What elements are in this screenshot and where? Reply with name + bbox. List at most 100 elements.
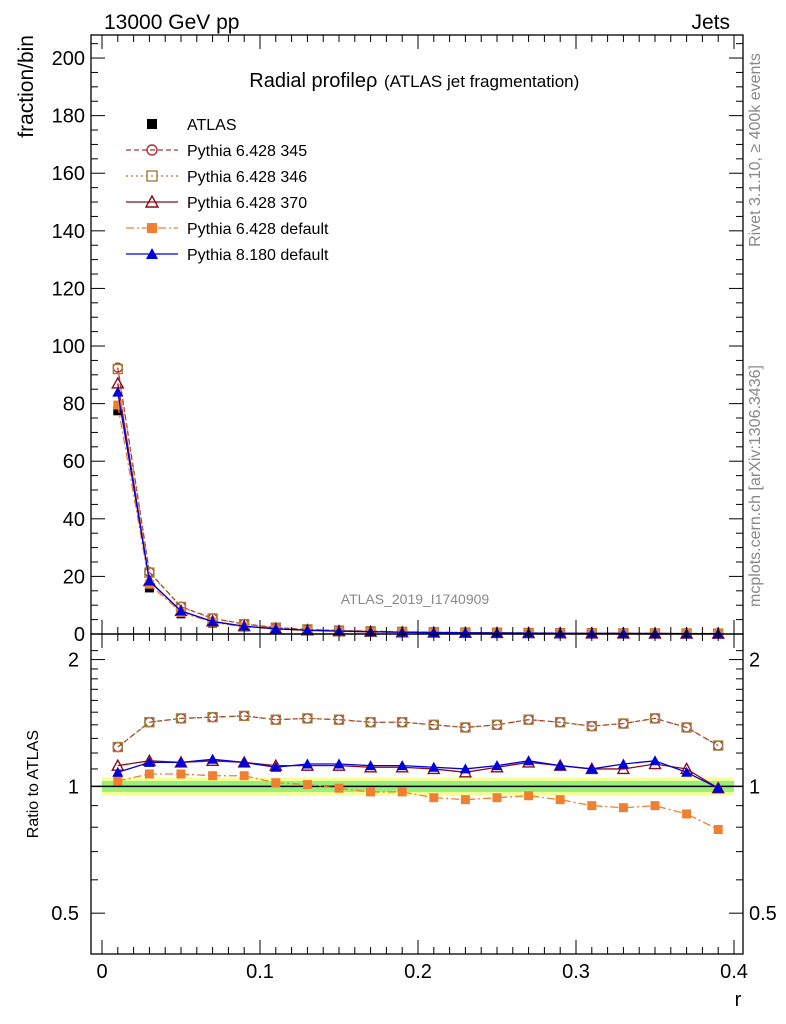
- main-axis-ticks: 0 20 40 60 80 100 120 140 160 180 200: [52, 35, 743, 646]
- legend-marker: [146, 248, 158, 259]
- x-axis-label: r: [735, 989, 742, 1011]
- ratio-series-line: [117, 715, 719, 748]
- ratio-series-1: [112, 710, 724, 753]
- ratio-data-point: [397, 787, 407, 797]
- ratio-data-point: [460, 795, 470, 805]
- ratio-data-point: [396, 760, 408, 771]
- header-left-label: 13000 GeV pp: [104, 11, 239, 34]
- legend-label: ATLAS: [187, 117, 237, 134]
- ratio-data-point: [712, 782, 724, 793]
- legend-entry-2: Pythia 6.428 346: [126, 169, 307, 186]
- ratio-data-layer: [111, 710, 725, 834]
- legend-label: Pythia 6.428 370: [187, 195, 307, 212]
- main-data-point: [238, 620, 250, 631]
- ratio-axis-ticks: 0.5 0.5 1 1 2 2 0 0.1 0.2 0.3 0.4: [51, 634, 777, 983]
- chart-title-symbol: ρ: [366, 70, 377, 92]
- legend-label: Pythia 8.180 default: [187, 247, 329, 264]
- ratio-data-point: [554, 760, 566, 771]
- ratio-y-tick-label-right: 0.5: [749, 903, 777, 925]
- ratio-data-point: [207, 711, 218, 723]
- rivet-version-label: Rivet 3.1.10, ≥ 400k events: [747, 53, 764, 247]
- x-tick-label: 0.4: [720, 961, 748, 983]
- ratio-data-point: [492, 793, 502, 803]
- ratio-data-point: [366, 787, 376, 797]
- ratio-data-point: [428, 761, 440, 772]
- ratio-data-point: [334, 783, 344, 793]
- ratio-frame: [90, 633, 744, 955]
- ratio-data-point: [113, 776, 123, 786]
- ratio-y-axis-label: Ratio to ATLAS: [25, 730, 42, 838]
- ratio-data-point: [175, 713, 187, 724]
- main-y-tick-label: 80: [63, 394, 85, 416]
- legend-entry-5: Pythia 8.180 default: [126, 247, 329, 264]
- ratio-series-line: [117, 715, 719, 748]
- x-tick-label: 0.2: [404, 961, 432, 983]
- main-y-tick-label: 120: [52, 278, 85, 300]
- legend-label: Pythia 6.428 345: [187, 143, 307, 160]
- legend-marker: [147, 223, 157, 233]
- main-y-tick-label: 200: [52, 48, 85, 70]
- ratio-data-point: [397, 717, 408, 728]
- ratio-data-point: [523, 714, 534, 725]
- chart-subtitle: (ATLAS jet fragmentation): [384, 72, 579, 91]
- main-data-point: [207, 616, 219, 627]
- ratio-data-point: [301, 758, 313, 769]
- main-data-point: [143, 575, 155, 586]
- ratio-data-point: [302, 780, 312, 790]
- ratio-y-tick-label-right: 2: [749, 650, 760, 672]
- ratio-data-point: [208, 771, 218, 781]
- ratio-data-point: [112, 741, 124, 753]
- legend-entry-0: ATLAS: [147, 117, 237, 134]
- ratio-panel: 0.5 0.5 1 1 2 2 0 0.1 0.2 0.3 0.4 Ratio to ATLAS r: [25, 633, 777, 1011]
- ratio-data-point: [365, 717, 376, 728]
- ratio-data-point: [333, 758, 345, 769]
- ratio-data-point: [523, 755, 535, 766]
- ratio-data-point: [650, 801, 660, 811]
- legend-marker: [147, 119, 157, 129]
- main-series-line: [117, 368, 719, 635]
- ratio-data-point: [586, 763, 598, 774]
- ratio-series-line: [117, 773, 719, 831]
- ratio-data-point: [428, 719, 439, 731]
- mcplots-credit-label: mcplots.cern.ch [arXiv:1306.3436]: [747, 365, 764, 607]
- x-tick-label: 0: [96, 961, 107, 983]
- ratio-data-point: [270, 761, 282, 772]
- ratio-y-tick-label: 2: [68, 650, 79, 672]
- ratio-data-point: [460, 722, 471, 733]
- main-data-point: [112, 363, 124, 375]
- legend-marker: [144, 194, 160, 208]
- ratio-data-point: [333, 714, 345, 725]
- ratio-data-point: [617, 758, 629, 769]
- main-y-axis-label: fraction/bin: [15, 35, 38, 138]
- main-y-tick-label: 140: [52, 221, 85, 243]
- main-y-tick-label: 180: [52, 106, 85, 128]
- main-data-point: [112, 386, 124, 397]
- ratio-data-point: [112, 766, 124, 777]
- legend-marker: [146, 170, 158, 182]
- ratio-data-point: [713, 824, 723, 834]
- header-right-label: Jets: [691, 11, 730, 34]
- legend-label: Pythia 6.428 default: [187, 221, 329, 238]
- ratio-data-point: [587, 801, 597, 811]
- x-tick-label: 0.1: [246, 961, 274, 983]
- ratio-reference-band: [91, 777, 743, 796]
- ratio-data-point: [238, 756, 250, 767]
- main-y-tick-label: 40: [63, 509, 85, 531]
- ratio-y-tick-label: 0.5: [51, 903, 79, 925]
- ratio-data-point: [144, 717, 155, 728]
- ratio-data-point: [681, 766, 693, 777]
- main-y-tick-label: 60: [63, 451, 85, 473]
- ratio-data-point: [618, 718, 629, 729]
- ratio-data-point: [491, 760, 503, 771]
- ratio-data-point: [144, 769, 154, 779]
- main-panel: 0 20 40 60 80 100 120 140 160 180 200 fraction/bin…: [15, 34, 744, 646]
- main-data-point: [113, 406, 123, 416]
- ratio-data-point: [524, 791, 534, 801]
- main-y-tick-label: 160: [52, 163, 85, 185]
- legend-label: Pythia 6.428 346: [187, 169, 307, 186]
- ratio-data-point: [239, 771, 249, 781]
- legend-entry-4: Pythia 6.428 default: [126, 221, 329, 238]
- ratio-data-point: [681, 722, 692, 733]
